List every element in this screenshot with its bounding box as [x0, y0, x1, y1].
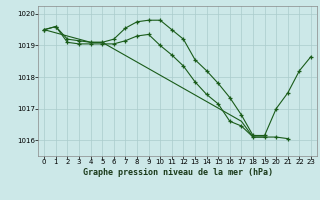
X-axis label: Graphe pression niveau de la mer (hPa): Graphe pression niveau de la mer (hPa) [83, 168, 273, 177]
